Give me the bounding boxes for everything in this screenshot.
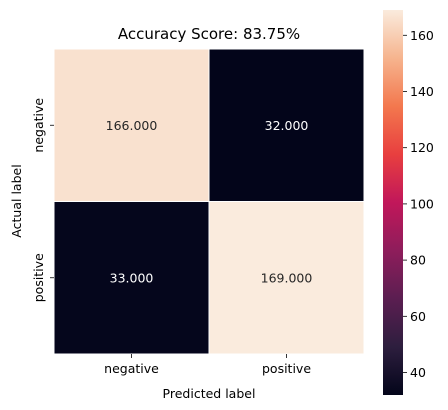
colorbar bbox=[383, 10, 403, 395]
cell-label-1-0: 33.000 bbox=[110, 270, 154, 285]
heatmap-cell-labels: 166.000 32.000 33.000 169.000 bbox=[106, 118, 313, 286]
colorbar-tick-label-0: 40 bbox=[410, 365, 426, 380]
heatmap-cell-0-0 bbox=[53, 48, 210, 202]
chart-title: Accuracy Score: 83.75% bbox=[118, 25, 300, 43]
y-tick-label-0: negative bbox=[31, 98, 46, 153]
cell-label-0-1: 32.000 bbox=[265, 118, 309, 133]
colorbar-ticks: 40 60 80 100 120 140 160 bbox=[403, 28, 434, 380]
colorbar-tick-label-6: 160 bbox=[410, 28, 434, 43]
cell-label-0-0: 166.000 bbox=[106, 118, 158, 133]
colorbar-tick-label-3: 100 bbox=[410, 196, 434, 211]
heatmap-cell-1-0 bbox=[53, 201, 210, 355]
heatmap-cell-1-1 bbox=[208, 201, 365, 355]
heatmap-cell-0-1 bbox=[208, 48, 365, 202]
colorbar-tick-label-2: 80 bbox=[410, 253, 426, 268]
x-tick-label-0: negative bbox=[104, 361, 159, 376]
y-axis: negative positive bbox=[31, 98, 54, 302]
x-axis: negative positive bbox=[104, 354, 311, 376]
heatmap-cells bbox=[53, 48, 365, 355]
y-tick-label-1: positive bbox=[31, 253, 46, 302]
y-axis-label: Actual label bbox=[9, 164, 24, 237]
colorbar-tick-label-5: 140 bbox=[410, 84, 434, 99]
colorbar-tick-label-1: 60 bbox=[410, 309, 426, 324]
cell-label-1-1: 169.000 bbox=[261, 270, 313, 285]
x-axis-label: Predicted label bbox=[163, 386, 256, 401]
colorbar-tick-label-4: 120 bbox=[410, 140, 434, 155]
x-tick-label-1: positive bbox=[262, 361, 311, 376]
